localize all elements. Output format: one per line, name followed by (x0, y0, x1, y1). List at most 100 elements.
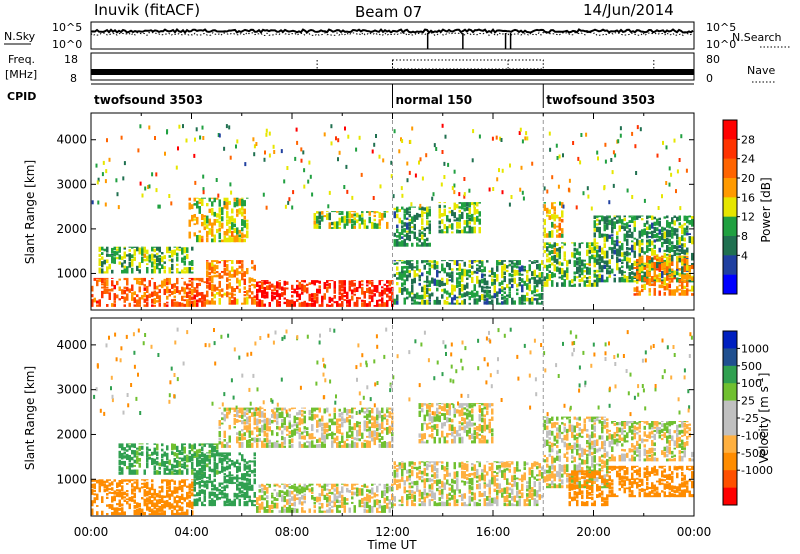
heatmap-cell (151, 253, 154, 261)
heatmap-cell (356, 487, 359, 494)
heatmap-cell (678, 492, 681, 498)
heatmap-cell (418, 497, 421, 502)
nsky-label: N.Sky (4, 30, 36, 43)
heatmap-cell (503, 299, 506, 305)
heatmap-cell (191, 281, 194, 288)
heatmap-cell (500, 138, 503, 142)
heatmap-cell (101, 277, 104, 283)
heatmap-cell (406, 217, 409, 220)
heatmap-cell (566, 477, 569, 483)
heatmap-cell (371, 211, 374, 213)
heatmap-cell (226, 484, 229, 489)
heatmap-cell (438, 486, 441, 489)
heatmap-cell (171, 258, 174, 263)
heatmap-cell (518, 495, 521, 499)
heatmap-cell (436, 479, 439, 487)
heatmap-cell (326, 483, 329, 487)
heatmap-cell (561, 274, 564, 280)
heatmap-cell (426, 206, 429, 213)
heatmap-cell (333, 211, 336, 213)
heatmap-cell (383, 211, 386, 213)
heatmap-cell (301, 280, 304, 283)
heatmap-cell (252, 373, 255, 378)
heatmap-cell (508, 293, 511, 298)
heatmap-cell (248, 443, 251, 448)
heatmap-cell (418, 465, 421, 470)
heatmap-cell (355, 365, 358, 370)
heatmap-cell (513, 467, 516, 474)
heatmap-cell (166, 304, 169, 307)
heatmap-cell (576, 276, 579, 279)
heatmap-cell (232, 395, 235, 400)
heatmap-cell (438, 220, 441, 225)
heatmap-cell (193, 443, 196, 450)
heatmap-cell (331, 440, 334, 448)
heatmap-cell (571, 252, 574, 258)
heatmap-cell (293, 428, 296, 436)
heatmap-cell (248, 387, 251, 392)
heatmap-cell (501, 289, 504, 293)
heatmap-cell (308, 303, 311, 307)
heatmap-cell (208, 282, 211, 291)
heatmap-cell (263, 157, 266, 162)
heatmap-cell (408, 261, 411, 269)
heatmap-cell (676, 216, 679, 222)
heatmap-cell (116, 507, 119, 516)
heatmap-cell (666, 229, 669, 237)
heatmap-cell (231, 208, 234, 214)
heatmap-cell (328, 489, 331, 492)
heatmap-cell (133, 249, 136, 256)
heatmap-cell (389, 388, 392, 393)
heatmap-cell (648, 215, 651, 219)
heatmap-cell (258, 510, 261, 513)
heatmap-cell (248, 439, 251, 444)
heatmap-cell (686, 252, 689, 255)
heatmap-cell (181, 506, 184, 512)
heatmap-cell (243, 501, 246, 507)
heatmap-cell (548, 418, 551, 424)
heatmap-cell (338, 423, 341, 428)
heatmap-cell (201, 300, 204, 307)
heatmap-cell (643, 471, 646, 478)
heatmap-cell (628, 279, 631, 283)
heatmap-cell (433, 465, 436, 471)
heatmap-cell (558, 483, 561, 489)
heatmap-cell (168, 493, 171, 500)
heatmap-cell (555, 143, 558, 148)
heatmap-cell (338, 212, 341, 215)
heatmap-cell (456, 484, 459, 491)
heatmap-cell (683, 481, 686, 488)
heatmap-cell (656, 218, 659, 226)
heatmap-cell (398, 232, 401, 240)
heatmap-cell (99, 408, 102, 413)
heatmap-cell (688, 468, 691, 471)
heatmap-cell (648, 486, 651, 490)
heatmap-cell (678, 292, 681, 296)
heatmap-cell (376, 211, 379, 214)
heatmap-cell (635, 171, 638, 175)
heatmap-cell (178, 468, 181, 475)
heatmap-cell (313, 496, 316, 501)
heatmap-cell (478, 414, 481, 422)
heatmap-cell (188, 219, 191, 227)
heatmap-cell (643, 458, 646, 462)
heatmap-cell (136, 265, 139, 271)
heatmap-cell (491, 503, 494, 507)
heatmap-cell (513, 480, 516, 487)
heatmap-cell (588, 242, 591, 245)
heatmap-cell (683, 243, 686, 248)
heatmap-cell (233, 297, 236, 305)
heatmap-cell (243, 482, 246, 491)
heatmap-cell (529, 350, 532, 355)
heatmap-cell (586, 429, 589, 432)
heatmap-cell (258, 284, 261, 293)
heatmap-cell (183, 446, 186, 454)
heatmap-cell (303, 435, 306, 440)
heatmap-cell (211, 401, 214, 406)
heatmap-cell (181, 463, 184, 466)
heatmap-cell (406, 274, 409, 282)
heatmap-cell (441, 501, 444, 507)
heatmap-cell (211, 238, 214, 243)
heatmap-cell (274, 330, 277, 335)
